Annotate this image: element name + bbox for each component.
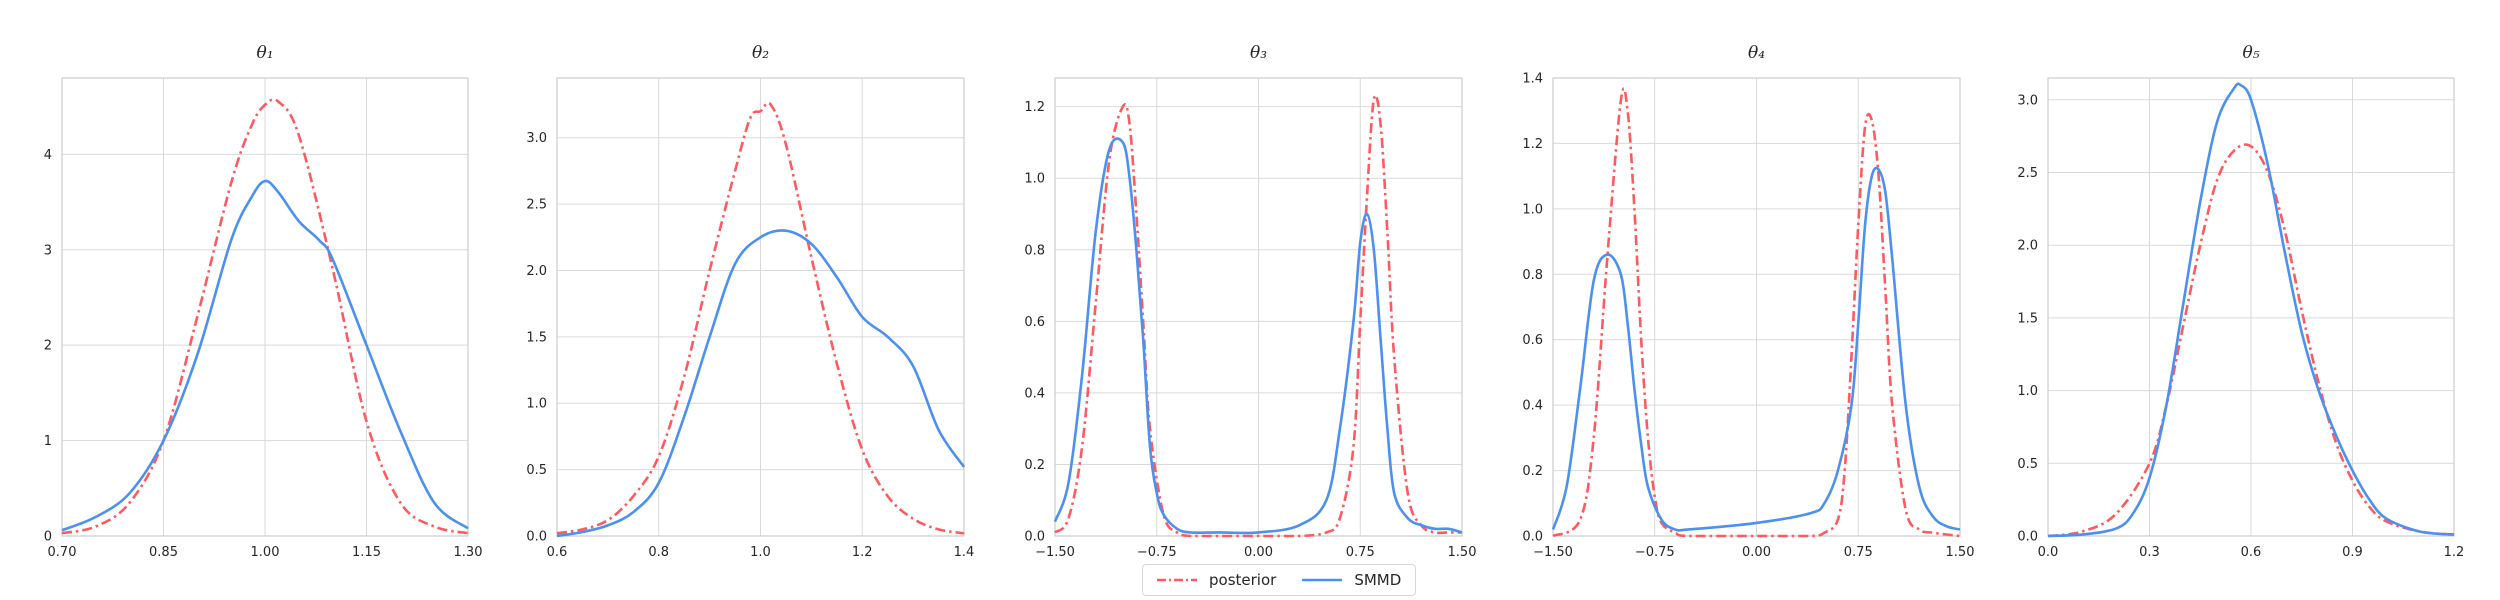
y-tick-label: 3.0 (2017, 93, 2038, 108)
figure: 0.70 0.85 1.00 1.15 1.30 0 1 2 3 4 θ₁ 0.6 0.8 1.0 1.2 1… (44, 43, 2465, 560)
series-line-smmd (1551, 166, 1961, 532)
x-tick-label: 0.00 (1742, 545, 1771, 560)
series-line-posterior (1552, 87, 1961, 538)
plot-frame (1552, 77, 1961, 537)
x-tick-label: 0.00 (1244, 545, 1273, 560)
plot-frame (556, 77, 965, 537)
y-tick-label: 1.2 (1024, 100, 1045, 115)
chart-title: θ₁ (256, 43, 273, 63)
x-tick-label: 1.30 (454, 545, 483, 560)
y-tick-label: 1.0 (1024, 172, 1045, 187)
legend-label-smmd: SMMD (1354, 571, 1402, 589)
smmd-line-swatch (1302, 578, 1343, 582)
x-tick-label: −0.75 (1635, 545, 1675, 560)
y-tick-label: 1.0 (2017, 384, 2038, 399)
y-tick-label: 0.2 (1024, 458, 1045, 473)
x-tick-label: 0.6 (2241, 545, 2262, 560)
y-tick-label: 0.0 (1024, 530, 1045, 545)
y-tick-label: 2.5 (526, 198, 547, 213)
chart-panel-5: 0.0 0.3 0.6 0.9 1.2 0.0 0.5 1.0 1.5 2.0 2.5 3.0 θ₅ (2017, 43, 2464, 560)
series-line-posterior (61, 98, 469, 535)
legend-entry-smmd: SMMD (1302, 571, 1401, 589)
y-tick-label: 1 (44, 434, 52, 449)
legend: posterior SMMD (1142, 564, 1417, 596)
y-tick-label: 0.8 (1024, 243, 1045, 258)
x-tick-label: 1.50 (1448, 545, 1477, 560)
x-tick-label: 1.0 (750, 545, 771, 560)
x-tick-label: 1.4 (954, 545, 975, 560)
series-line-smmd (556, 229, 966, 538)
x-tick-label: 0.6 (547, 545, 568, 560)
series-line-smmd (1053, 137, 1463, 535)
x-tick-label: 0.85 (149, 545, 178, 560)
x-tick-label: 1.50 (1946, 545, 1975, 560)
y-tick-label: 0.2 (1522, 464, 1543, 479)
y-tick-label: 1.0 (526, 397, 547, 412)
y-tick-label: 2.0 (2017, 239, 2038, 254)
x-tick-label: 1.2 (852, 545, 873, 560)
y-tick-label: 0.5 (2017, 457, 2038, 472)
y-tick-label: 0 (44, 530, 52, 545)
chart-panel-3: −1.50 −0.75 0.00 0.75 1.50 0.0 0.2 0.4 0.6 0.8 1.0… (1024, 43, 1476, 560)
series-line-posterior (2047, 143, 2455, 538)
x-tick-label: 1.2 (2444, 545, 2465, 560)
chart-title: θ₅ (2242, 43, 2259, 63)
x-tick-label: −1.50 (1533, 545, 1573, 560)
posterior-line-swatch (1157, 578, 1197, 582)
plot-frame (61, 77, 469, 537)
y-tick-label: 2.0 (526, 264, 547, 279)
x-tick-label: 0.9 (2342, 545, 2363, 560)
y-tick-label: 0.4 (1522, 399, 1543, 414)
y-tick-label: 1.0 (1522, 202, 1543, 217)
y-tick-label: 2 (44, 339, 52, 354)
y-tick-label: 1.5 (526, 330, 547, 345)
x-tick-label: −1.50 (1035, 545, 1075, 560)
y-tick-label: 0.5 (526, 463, 547, 478)
y-tick-label: 0.0 (1522, 530, 1543, 545)
y-tick-label: 0.6 (1024, 315, 1045, 330)
x-tick-label: 0.0 (2038, 545, 2059, 560)
series-line-smmd (2047, 82, 2455, 538)
y-tick-label: 2.5 (2017, 166, 2038, 181)
x-tick-label: 0.75 (1346, 545, 1375, 560)
series-line-posterior (1054, 93, 1462, 538)
plot-frame (2047, 77, 2455, 537)
y-tick-label: 0.8 (1522, 268, 1543, 283)
chart-panel-1: 0.70 0.85 1.00 1.15 1.30 0 1 2 3 4 θ₁ (44, 43, 483, 560)
x-tick-label: 0.75 (1844, 545, 1873, 560)
y-tick-label: 0.0 (2017, 530, 2038, 545)
y-tick-label: 4 (44, 148, 52, 163)
y-tick-label: 0.0 (526, 530, 547, 545)
x-tick-label: 1.00 (251, 545, 280, 560)
y-tick-label: 1.2 (1522, 137, 1543, 152)
y-tick-label: 0.6 (1522, 333, 1543, 348)
chart-panel-2: 0.6 0.8 1.0 1.2 1.4 0.0 0.5 1.0 1.5 2.0 2.5 3.0 θ₂ (526, 43, 974, 560)
y-tick-label: 1.5 (2017, 311, 2038, 326)
x-tick-label: −0.75 (1137, 545, 1177, 560)
y-tick-label: 3.0 (526, 131, 547, 146)
legend-label-posterior: posterior (1209, 571, 1277, 589)
y-tick-label: 0.4 (1024, 386, 1045, 401)
series-line-posterior (556, 101, 965, 535)
chart-title: θ₃ (1250, 43, 1267, 63)
x-tick-label: 0.70 (48, 545, 77, 560)
chart-title: θ₂ (752, 43, 769, 63)
x-tick-label: 0.8 (648, 545, 669, 560)
chart-panel-4: −1.50 −0.75 0.00 0.75 1.50 0.0 0.2 0.4 0.6 0.8 1.0… (1522, 43, 1974, 560)
chart-title: θ₄ (1748, 43, 1765, 63)
series-line-smmd (61, 179, 469, 532)
y-tick-label: 1.4 (1522, 72, 1543, 87)
x-tick-label: 1.15 (352, 545, 381, 560)
y-tick-label: 3 (44, 243, 52, 258)
legend-entry-posterior: posterior (1157, 571, 1276, 589)
x-tick-label: 0.3 (2139, 545, 2160, 560)
